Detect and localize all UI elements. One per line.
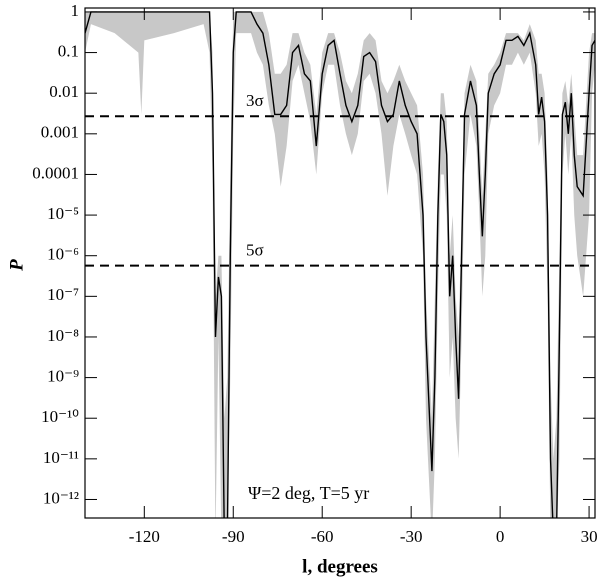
threshold-label: 5σ bbox=[246, 241, 264, 260]
x-tick-label: -120 bbox=[129, 527, 160, 546]
x-tick-label: 30 bbox=[581, 527, 598, 546]
y-tick-label: 10⁻¹⁰ bbox=[41, 407, 79, 426]
x-tick-label: -60 bbox=[311, 527, 334, 546]
y-tick-label: 1 bbox=[71, 1, 80, 20]
x-axis-label: l, degrees bbox=[302, 556, 378, 577]
x-tick-label: -30 bbox=[400, 527, 423, 546]
uncertainty-band bbox=[85, 11, 595, 518]
y-tick-label: 0.01 bbox=[49, 82, 79, 101]
y-tick-label: 10⁻⁷ bbox=[47, 285, 79, 304]
y-tick-label: 10⁻⁹ bbox=[47, 366, 79, 385]
y-tick-label: 0.001 bbox=[41, 123, 79, 142]
x-tick-label: 0 bbox=[496, 527, 505, 546]
data-line bbox=[85, 11, 595, 518]
y-axis-label: P bbox=[6, 259, 27, 272]
y-tick-label: 0.1 bbox=[58, 41, 79, 60]
threshold-label: 3σ bbox=[246, 91, 264, 110]
y-tick-label: 10⁻¹² bbox=[43, 488, 79, 507]
y-tick-label: 10⁻⁵ bbox=[47, 204, 79, 223]
x-tick-label: -90 bbox=[222, 527, 245, 546]
y-tick-label: 10⁻⁸ bbox=[47, 326, 79, 345]
y-tick-label: 10⁻⁶ bbox=[47, 245, 79, 264]
annotation: Ψ=2 deg, T=5 yr bbox=[248, 483, 369, 503]
plot-area bbox=[85, 11, 595, 518]
y-tick-label: 0.0001 bbox=[32, 163, 79, 182]
y-tick-label: 10⁻¹¹ bbox=[43, 448, 79, 467]
plot-frame bbox=[84, 7, 596, 519]
